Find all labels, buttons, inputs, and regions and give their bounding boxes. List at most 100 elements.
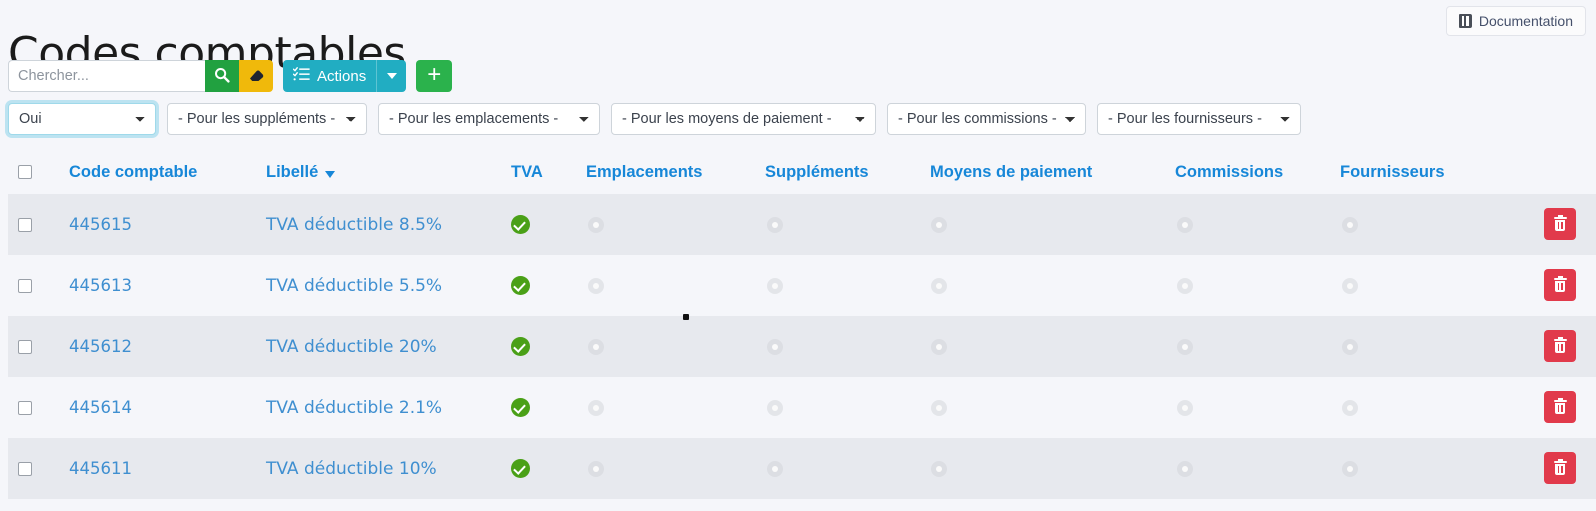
code-link[interactable]: 445615 — [69, 215, 132, 234]
code-link[interactable]: 445612 — [69, 337, 132, 356]
delete-row-button[interactable] — [1544, 391, 1576, 423]
cell-libelle: TVA déductible 10% — [266, 438, 437, 499]
empty-circle-icon[interactable] — [931, 399, 947, 416]
select-all-checkbox[interactable] — [18, 165, 32, 179]
clear-filters-button[interactable] — [239, 60, 273, 92]
empty-circle-icon[interactable] — [1177, 338, 1193, 355]
cell-code: 445615 — [69, 194, 132, 255]
row-select-checkbox[interactable] — [18, 339, 32, 354]
empty-circle-icon[interactable] — [1342, 460, 1358, 477]
delete-row-button[interactable] — [1544, 269, 1576, 301]
libelle-link[interactable]: TVA déductible 2.1% — [266, 397, 443, 418]
empty-circle-icon[interactable] — [767, 338, 783, 355]
empty-circle-icon[interactable] — [1342, 338, 1358, 355]
cell-commissions — [1177, 316, 1193, 377]
filter-actif[interactable]: Oui — [8, 103, 156, 135]
column-header-moyens[interactable]: Moyens de paiement — [930, 150, 1092, 194]
select-all-header — [18, 150, 32, 194]
empty-circle-icon[interactable] — [931, 460, 947, 477]
documentation-button-label: Documentation — [1478, 13, 1573, 29]
empty-circle-icon[interactable] — [1342, 216, 1358, 233]
column-header-libelle[interactable]: Libellé — [266, 150, 336, 194]
search-input[interactable] — [8, 60, 205, 92]
empty-circle-icon[interactable] — [1177, 216, 1193, 233]
column-header-fournisseurs-label: Fournisseurs — [1340, 162, 1445, 181]
cell-moyens — [931, 316, 947, 377]
filters-bar: Oui - Pour les suppléments - - Pour les … — [8, 103, 1301, 135]
check-circle-icon[interactable] — [511, 276, 530, 295]
list-checks-icon — [292, 67, 310, 85]
row-select-checkbox[interactable] — [18, 400, 32, 415]
check-circle-icon[interactable] — [511, 215, 530, 234]
empty-circle-icon[interactable] — [588, 399, 604, 416]
column-header-code[interactable]: Code comptable — [69, 150, 197, 194]
empty-circle-icon[interactable] — [767, 460, 783, 477]
empty-circle-icon[interactable] — [1342, 277, 1358, 294]
book-icon — [1458, 14, 1472, 28]
libelle-link[interactable]: TVA déductible 10% — [266, 458, 437, 479]
empty-circle-icon[interactable] — [931, 216, 947, 233]
code-link[interactable]: 445614 — [69, 398, 132, 417]
column-header-fournisseurs[interactable]: Fournisseurs — [1340, 150, 1445, 194]
documentation-button[interactable]: Documentation — [1445, 6, 1586, 36]
add-button[interactable]: + — [416, 60, 453, 92]
empty-circle-icon[interactable] — [588, 460, 604, 477]
delete-row-button[interactable] — [1544, 452, 1576, 484]
libelle-link[interactable]: TVA déductible 8.5% — [266, 214, 443, 235]
check-circle-icon[interactable] — [511, 337, 530, 356]
row-select-checkbox[interactable] — [18, 461, 32, 476]
column-header-commissions[interactable]: Commissions — [1175, 150, 1283, 194]
filter-commissions[interactable]: - Pour les commissions - — [887, 103, 1086, 135]
empty-circle-icon[interactable] — [1177, 277, 1193, 294]
code-link[interactable]: 445611 — [69, 459, 132, 478]
code-link[interactable]: 445613 — [69, 276, 132, 295]
actions-dropdown-toggle[interactable] — [376, 60, 407, 92]
filter-moyens-de-paiement[interactable]: - Pour les moyens de paiement - — [611, 103, 876, 135]
column-header-libelle-label: Libellé — [266, 162, 319, 181]
cell-moyens — [931, 194, 947, 255]
filter-supplements[interactable]: - Pour les suppléments - — [167, 103, 367, 135]
empty-circle-icon[interactable] — [1177, 460, 1193, 477]
filter-fournisseurs[interactable]: - Pour les fournisseurs - — [1097, 103, 1301, 135]
cell-emplacements — [588, 194, 604, 255]
empty-circle-icon[interactable] — [1342, 399, 1358, 416]
delete-row-button[interactable] — [1544, 208, 1576, 240]
empty-circle-icon[interactable] — [931, 338, 947, 355]
search-button[interactable] — [205, 60, 239, 92]
actions-button[interactable]: Actions — [283, 60, 377, 92]
cell-fournisseurs — [1342, 316, 1358, 377]
column-header-tva[interactable]: TVA — [511, 150, 543, 194]
row-select-checkbox[interactable] — [18, 217, 32, 232]
filter-emplacements[interactable]: - Pour les emplacements - — [378, 103, 600, 135]
delete-row-button[interactable] — [1544, 330, 1576, 362]
trash-icon — [1553, 458, 1567, 476]
empty-circle-icon[interactable] — [767, 277, 783, 294]
empty-circle-icon[interactable] — [767, 216, 783, 233]
row-select-cell — [18, 377, 32, 438]
check-circle-icon[interactable] — [511, 398, 530, 417]
cell-fournisseurs — [1342, 255, 1358, 316]
cell-supplements — [767, 316, 783, 377]
cell-emplacements — [588, 255, 604, 316]
accounting-codes-table: Code comptable Libellé TVA Emplacements … — [0, 150, 1596, 499]
check-circle-icon[interactable] — [511, 459, 530, 478]
row-select-checkbox[interactable] — [18, 278, 32, 293]
cell-libelle: TVA déductible 2.1% — [266, 377, 442, 438]
toolbar: Actions + — [8, 60, 453, 92]
empty-circle-icon[interactable] — [588, 338, 604, 355]
empty-circle-icon[interactable] — [767, 399, 783, 416]
row-select-cell — [18, 316, 32, 377]
empty-circle-icon[interactable] — [588, 216, 604, 233]
column-header-emplacements[interactable]: Emplacements — [586, 150, 702, 194]
empty-circle-icon[interactable] — [1177, 399, 1193, 416]
libelle-link[interactable]: TVA déductible 20% — [266, 336, 437, 357]
column-header-emplacements-label: Emplacements — [586, 162, 703, 181]
cell-commissions — [1177, 438, 1193, 499]
empty-circle-icon[interactable] — [931, 277, 947, 294]
column-header-supplements[interactable]: Suppléments — [765, 150, 869, 194]
cell-emplacements — [588, 438, 604, 499]
libelle-link[interactable]: TVA déductible 5.5% — [266, 275, 443, 296]
empty-circle-icon[interactable] — [588, 277, 604, 294]
cell-fournisseurs — [1342, 438, 1358, 499]
